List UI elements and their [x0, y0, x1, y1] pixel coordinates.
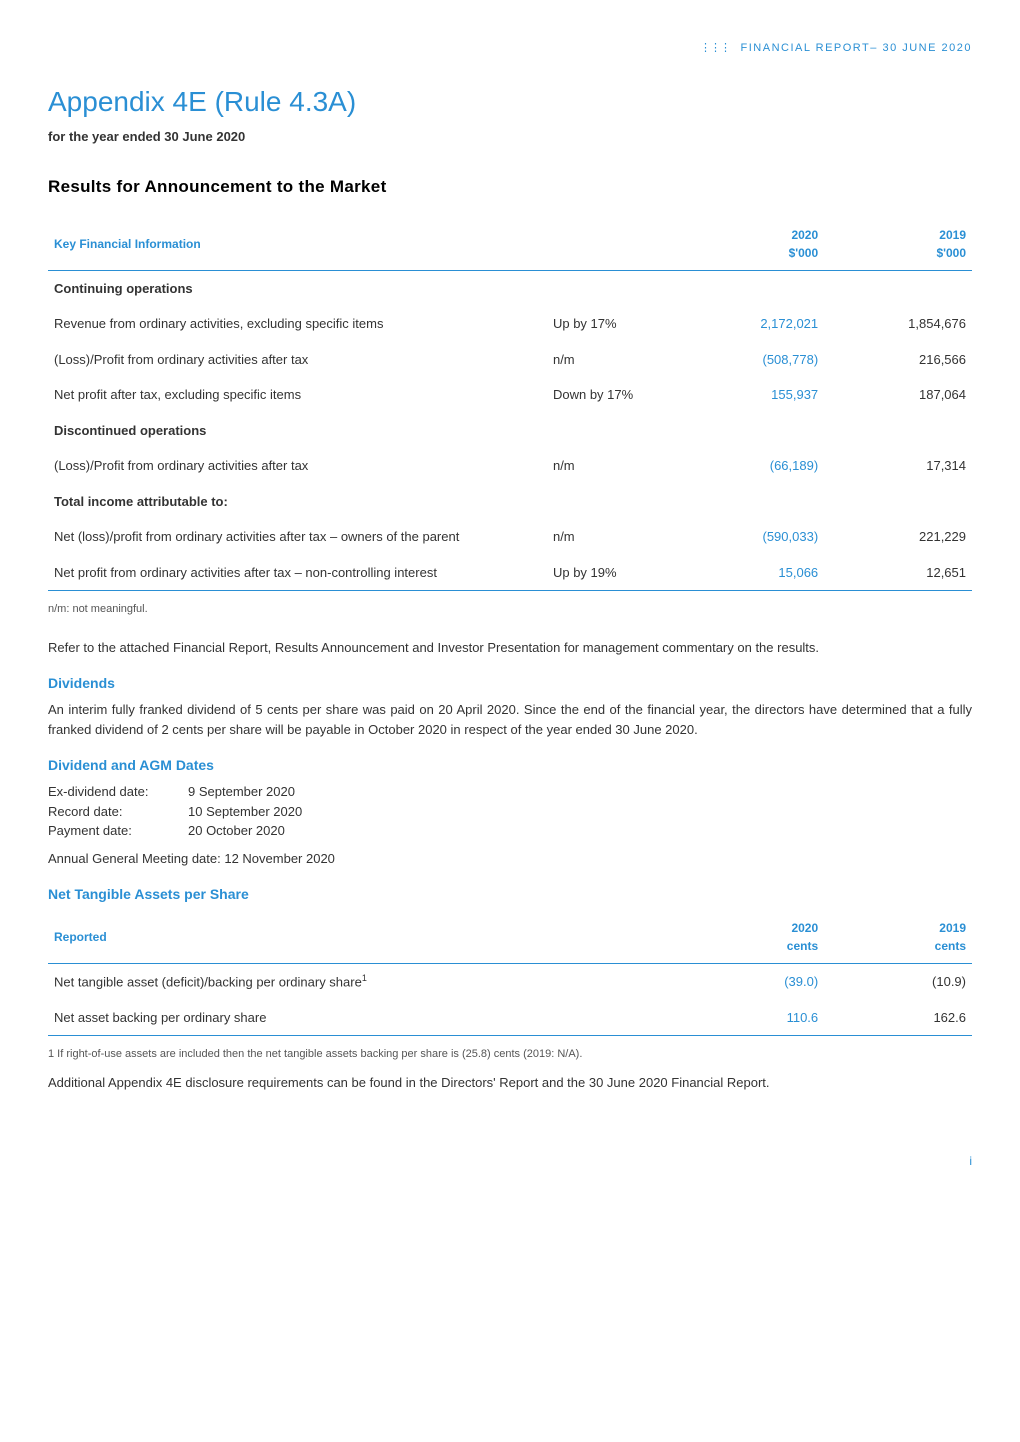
date-label: Payment date:: [48, 821, 188, 841]
results-heading: Results for Announcement to the Market: [48, 174, 972, 200]
row-value-2019: [824, 413, 972, 449]
row-value-2019: 162.6: [824, 1000, 972, 1036]
row-value-2020: 2,172,021: [676, 306, 824, 342]
row-label: Discontinued operations: [48, 413, 547, 449]
row-label: Net tangible asset (deficit)/backing per…: [48, 964, 676, 1000]
row-change: Down by 17%: [547, 377, 676, 413]
row-value-2020: (39.0): [676, 964, 824, 1000]
row-value-2020: 15,066: [676, 555, 824, 591]
row-label: Total income attributable to:: [48, 484, 547, 520]
nta-table: Reported 2020cents 2019cents Net tangibl…: [48, 911, 972, 1036]
row-value-2020: 110.6: [676, 1000, 824, 1036]
document-subtitle: for the year ended 30 June 2020: [48, 127, 972, 147]
dates-list: Ex-dividend date:9 September 2020Record …: [48, 782, 972, 841]
row-value-2020: [676, 270, 824, 306]
row-label: (Loss)/Profit from ordinary activities a…: [48, 342, 547, 378]
closing-para: Additional Appendix 4E disclosure requir…: [48, 1073, 972, 1093]
row-value-2020: [676, 413, 824, 449]
row-label: Continuing operations: [48, 270, 547, 306]
date-row: Payment date:20 October 2020: [48, 821, 972, 841]
nm-footnote: n/m: not meaningful.: [48, 601, 972, 618]
row-value-2020: (508,778): [676, 342, 824, 378]
row-value-2019: 1,854,676: [824, 306, 972, 342]
table-row: (Loss)/Profit from ordinary activities a…: [48, 342, 972, 378]
kfi-header-2020: 2020$'000: [676, 218, 824, 271]
kfi-header-label: Key Financial Information: [48, 218, 547, 271]
row-label: Net profit from ordinary activities afte…: [48, 555, 547, 591]
row-value-2019: [824, 484, 972, 520]
row-label: Revenue from ordinary activities, exclud…: [48, 306, 547, 342]
row-change: [547, 270, 676, 306]
date-row: Ex-dividend date:9 September 2020: [48, 782, 972, 802]
row-change: [547, 413, 676, 449]
row-value-2019: 221,229: [824, 519, 972, 555]
document-title: Appendix 4E (Rule 4.3A): [48, 81, 972, 123]
row-value-2020: 155,937: [676, 377, 824, 413]
header-text: FINANCIAL REPORT– 30 JUNE 2020: [741, 42, 972, 54]
dividends-para: An interim fully franked dividend of 5 c…: [48, 700, 972, 739]
row-label: (Loss)/Profit from ordinary activities a…: [48, 448, 547, 484]
table-row: Discontinued operations: [48, 413, 972, 449]
row-change: n/m: [547, 448, 676, 484]
date-label: Ex-dividend date:: [48, 782, 188, 802]
agm-date: Annual General Meeting date: 12 November…: [48, 849, 972, 869]
nta-title: Net Tangible Assets per Share: [48, 884, 972, 905]
table-row: Revenue from ordinary activities, exclud…: [48, 306, 972, 342]
row-label: Net (loss)/profit from ordinary activiti…: [48, 519, 547, 555]
date-row: Record date:10 September 2020: [48, 802, 972, 822]
table-row: Net (loss)/profit from ordinary activiti…: [48, 519, 972, 555]
row-value-2019: (10.9): [824, 964, 972, 1000]
row-value-2019: 12,651: [824, 555, 972, 591]
nta-header-label: Reported: [48, 911, 676, 964]
table-row: Net tangible asset (deficit)/backing per…: [48, 964, 972, 1000]
date-value: 10 September 2020: [188, 802, 302, 822]
row-change: Up by 19%: [547, 555, 676, 591]
table-row: Total income attributable to:: [48, 484, 972, 520]
row-change: n/m: [547, 342, 676, 378]
refer-paragraph: Refer to the attached Financial Report, …: [48, 638, 972, 658]
row-value-2020: (66,189): [676, 448, 824, 484]
kfi-header-2019: 2019$'000: [824, 218, 972, 271]
date-value: 9 September 2020: [188, 782, 295, 802]
row-label: Net asset backing per ordinary share: [48, 1000, 676, 1036]
page-number: i: [48, 1152, 972, 1170]
nta-header-2019: 2019cents: [824, 911, 972, 964]
nta-footnote: 1 If right-of-use assets are included th…: [48, 1046, 972, 1063]
row-value-2019: [824, 270, 972, 306]
row-value-2019: 216,566: [824, 342, 972, 378]
table-row: Net profit from ordinary activities afte…: [48, 555, 972, 591]
table-row: Net asset backing per ordinary share110.…: [48, 1000, 972, 1036]
header-dots-icon: ⋮⋮⋮: [700, 40, 730, 57]
page-header: ⋮⋮⋮ FINANCIAL REPORT– 30 JUNE 2020: [48, 40, 972, 57]
row-value-2019: 17,314: [824, 448, 972, 484]
table-row: Net profit after tax, excluding specific…: [48, 377, 972, 413]
table-row: Continuing operations: [48, 270, 972, 306]
row-value-2020: [676, 484, 824, 520]
kfi-table: Key Financial Information 2020$'000 2019…: [48, 218, 972, 592]
row-change: Up by 17%: [547, 306, 676, 342]
table-row: (Loss)/Profit from ordinary activities a…: [48, 448, 972, 484]
row-label: Net profit after tax, excluding specific…: [48, 377, 547, 413]
date-label: Record date:: [48, 802, 188, 822]
row-value-2020: (590,033): [676, 519, 824, 555]
row-value-2019: 187,064: [824, 377, 972, 413]
dividends-title: Dividends: [48, 673, 972, 694]
row-change: n/m: [547, 519, 676, 555]
dates-title: Dividend and AGM Dates: [48, 755, 972, 776]
nta-header-2020: 2020cents: [676, 911, 824, 964]
date-value: 20 October 2020: [188, 821, 285, 841]
row-change: [547, 484, 676, 520]
